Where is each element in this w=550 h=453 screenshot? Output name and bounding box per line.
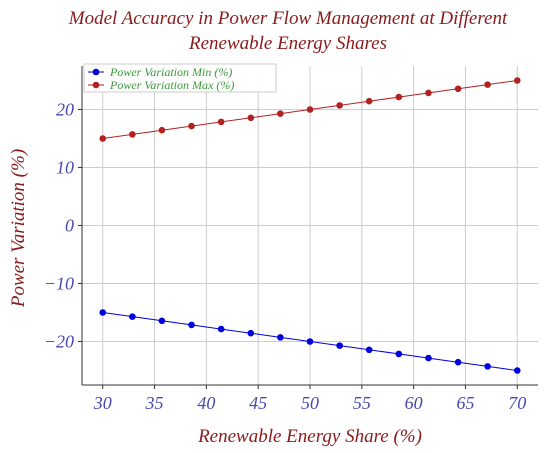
- legend-label: Power Variation Max (%): [109, 78, 234, 92]
- data-point: [158, 317, 166, 325]
- data-point: [129, 131, 136, 138]
- grid: [82, 66, 538, 385]
- legend-marker: [92, 81, 100, 89]
- x-tick-label: 55: [353, 393, 371, 413]
- legend-marker: [92, 68, 100, 76]
- data-point: [425, 89, 432, 97]
- data-point: [365, 97, 373, 105]
- x-tick-label: 30: [93, 393, 112, 413]
- data-point: [365, 346, 373, 354]
- data-point: [188, 122, 195, 130]
- data-point: [188, 321, 195, 329]
- x-tick-label: 60: [405, 393, 423, 413]
- x-axis-label: Renewable Energy Share (%): [197, 426, 422, 447]
- data-point: [513, 77, 521, 84]
- data-point: [129, 313, 136, 320]
- data-point: [484, 81, 491, 88]
- x-tick-label: 40: [197, 393, 215, 413]
- chart-title: Model Accuracy in Power Flow Management …: [68, 8, 508, 54]
- x-tick-label: 50: [301, 393, 319, 413]
- y-tick-label: −20: [44, 332, 74, 352]
- legend-box: [83, 63, 277, 93]
- y-tick-labels: −20 −10 0 10 20: [44, 100, 82, 352]
- y-tick-label: 20: [56, 100, 74, 120]
- y-axis-label: Power Variation (%): [8, 149, 29, 308]
- y-tick-label: 10: [56, 158, 74, 178]
- x-tick-label: 35: [145, 393, 164, 413]
- data-point: [247, 329, 255, 337]
- x-tick-label: 65: [456, 393, 474, 413]
- data-point: [277, 334, 284, 341]
- x-tick-label: 70: [508, 393, 526, 413]
- data-point: [454, 358, 462, 366]
- legend: Power Variation Min (%)Power Variation M…: [83, 63, 277, 93]
- data-point: [306, 106, 314, 113]
- x-tick-labels: 30 35 40 45 50 55 60 65 70: [93, 385, 526, 413]
- data-point: [99, 309, 107, 316]
- legend-label: Power Variation Min (%): [109, 65, 232, 79]
- data-point: [395, 93, 403, 101]
- data-point: [217, 325, 225, 333]
- data-point: [513, 367, 521, 374]
- chart-title-line-2: Renewable Energy Shares: [188, 33, 387, 54]
- data-point: [425, 354, 432, 362]
- series-max: [99, 77, 521, 142]
- data-point: [484, 363, 491, 370]
- data-point: [395, 350, 403, 358]
- series-min: [99, 309, 521, 374]
- data-point: [158, 126, 166, 134]
- chart-title-line-1: Model Accuracy in Power Flow Management …: [68, 8, 508, 29]
- data-point: [454, 85, 462, 93]
- data-point: [306, 338, 314, 345]
- data-point: [217, 118, 225, 126]
- data-point: [336, 102, 343, 109]
- data-point: [277, 110, 284, 117]
- data-point: [247, 114, 255, 122]
- data-point: [99, 135, 107, 142]
- series-layer: [99, 77, 521, 374]
- data-point: [336, 342, 343, 349]
- y-tick-label: −10: [44, 274, 74, 294]
- y-tick-label: 0: [65, 216, 74, 236]
- x-tick-label: 45: [249, 393, 267, 413]
